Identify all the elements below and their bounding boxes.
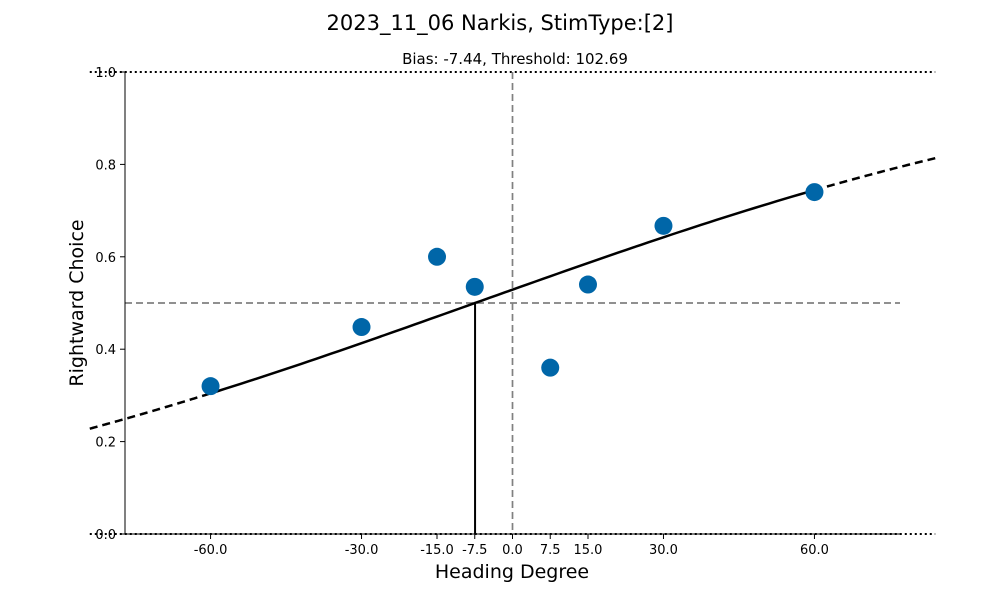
fit-curve-extrapolated-right xyxy=(814,157,936,192)
data-point xyxy=(578,275,597,294)
data-point xyxy=(541,358,560,377)
x-tick-label: 15.0 xyxy=(574,543,603,558)
y-tick-label: 0.2 xyxy=(95,436,116,451)
x-tick-label: -15.0 xyxy=(420,543,454,558)
chart-title: Bias: -7.44, Threshold: 102.69 xyxy=(402,50,628,68)
data-point xyxy=(805,183,824,202)
y-axis-label: Rightward Choice xyxy=(66,219,88,386)
data-point xyxy=(465,277,484,296)
x-tick-label: 30.0 xyxy=(649,543,678,558)
plot-area: -60.0 -30.0 -15.0 -7.5 0.0 7.5 15.0 30.0 60.0 0.0… xyxy=(89,66,936,558)
x-tick-label: 0.0 xyxy=(502,543,523,558)
y-tick-label: 0.6 xyxy=(95,251,116,266)
fit-curve-extrapolated-left xyxy=(89,392,211,430)
figure-suptitle: 2023_11_06 Narkis, StimType:[2] xyxy=(327,11,674,36)
fit-curve xyxy=(210,188,815,395)
x-tick-label: -7.5 xyxy=(462,543,487,558)
data-point xyxy=(428,247,447,266)
data-point xyxy=(654,216,673,235)
x-tick-label: -60.0 xyxy=(194,543,228,558)
y-tick-label: 0.4 xyxy=(95,343,116,358)
x-axis-label: Heading Degree xyxy=(435,561,589,583)
data-point xyxy=(201,377,220,396)
x-tick-label: -30.0 xyxy=(345,543,379,558)
data-point xyxy=(352,318,371,337)
y-tick-label: 0.8 xyxy=(95,158,116,173)
x-tick-label: 7.5 xyxy=(540,543,561,558)
x-tick-label: 60.0 xyxy=(800,543,829,558)
y-tick-label: 1.0 xyxy=(95,66,116,81)
y-tick-label: 0.0 xyxy=(95,528,116,543)
